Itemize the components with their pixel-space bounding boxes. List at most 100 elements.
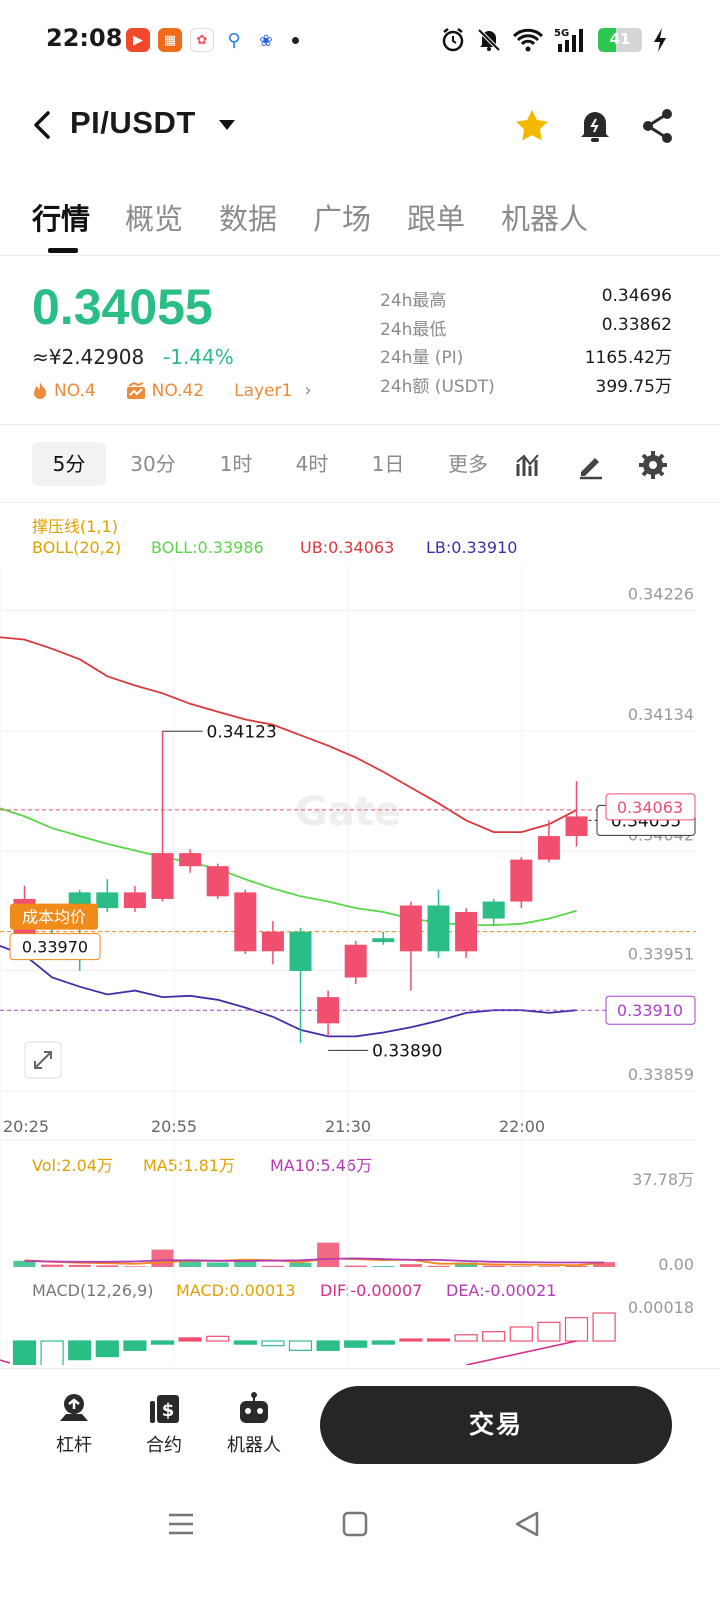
star-icon[interactable] <box>513 107 551 145</box>
volume-bar <box>510 1266 533 1267</box>
volume-bar <box>179 1261 202 1267</box>
volume-bar <box>289 1262 312 1267</box>
macd-histogram-bar <box>537 1321 561 1342</box>
gainer-rank-label: NO.42 <box>151 380 205 401</box>
settings-icon[interactable] <box>638 450 668 480</box>
macd-dif-line-start <box>0 1359 11 1364</box>
macd-histogram-bar <box>233 1340 257 1345</box>
trade-button[interactable]: 交易 <box>320 1386 672 1464</box>
stat-turnover: 24h额 (USDT) 399.75万 <box>380 372 672 401</box>
candlestick-svg[interactable]: 0.342260.341340.340420.339510.3385920:25… <box>0 505 720 1365</box>
draw-icon[interactable] <box>576 450 606 480</box>
dif-value: DIF:-0.00007 <box>320 1281 423 1300</box>
volume-bar <box>68 1264 91 1267</box>
bot-button[interactable]: 机器人 <box>214 1391 294 1457</box>
price-alert-bell-icon[interactable] <box>578 107 612 145</box>
stat-label: 24h最高 <box>380 291 447 311</box>
pair-title[interactable]: PI/USDT <box>70 105 196 140</box>
volume-bar <box>234 1259 257 1267</box>
leverage-icon <box>60 1394 88 1421</box>
timeframe-bar: 5分 30分 1时 4时 1日 更多 <box>0 440 720 490</box>
volume-bar <box>123 1266 146 1267</box>
stat-value: 399.75万 <box>595 376 672 397</box>
tab-square[interactable]: 广场 <box>313 202 372 236</box>
volume-bar <box>317 1242 340 1267</box>
gainer-rank-tag[interactable]: NO.42 <box>126 381 204 401</box>
active-tab-indicator <box>48 248 78 253</box>
price-cny: ≈¥2.42908 <box>32 345 145 369</box>
volume-bar <box>427 1265 450 1267</box>
indicator-icon[interactable] <box>514 450 544 480</box>
notification-icons: ▶ ▦ ✿ ⚲ ❀ <box>126 28 299 52</box>
candle-body <box>151 853 174 899</box>
candle-body <box>565 816 588 837</box>
candle-body <box>344 944 367 978</box>
volume-bar <box>372 1266 395 1267</box>
macd-histogram-bar <box>123 1340 147 1351</box>
candle-body <box>261 931 284 952</box>
stat-label: 24h量 (PI) <box>380 348 464 368</box>
volume-ma10: MA10:5.46万 <box>270 1156 373 1175</box>
candle-body <box>399 905 422 952</box>
tab-data[interactable]: 数据 <box>219 202 278 236</box>
candle-body <box>96 892 119 909</box>
timeframe-more[interactable]: 更多 <box>448 452 488 476</box>
timeframe-1h[interactable]: 1时 <box>219 452 253 476</box>
boll-mid-value: BOLL:0.33986 <box>151 538 264 557</box>
kline-chart-area[interactable]: 撑压线(1,1) BOLL(20,2) BOLL:0.33986 UB:0.34… <box>0 505 720 1365</box>
ub-price-tag <box>605 793 696 821</box>
stat-volume: 24h量 (PI) 1165.42万 <box>380 343 672 372</box>
volume-bar <box>151 1249 174 1267</box>
contract-button[interactable]: $ 合约 <box>124 1391 204 1457</box>
menu-icon[interactable] <box>167 1510 195 1538</box>
tab-overview[interactable]: 概览 <box>125 202 184 236</box>
candle-body <box>372 938 395 943</box>
ub-price-value: 0.34063 <box>617 798 683 817</box>
stat-label: 24h最低 <box>380 319 447 340</box>
timeframe-1d[interactable]: 1日 <box>371 452 405 476</box>
timeframe-5m[interactable]: 5分 <box>32 442 106 486</box>
mute-bell-icon <box>477 28 501 52</box>
macd-value: MACD:0.00013 <box>176 1281 296 1300</box>
boll-lower-line <box>0 944 577 1038</box>
dropdown-caret-icon[interactable] <box>218 119 236 131</box>
macd-histogram-bar <box>426 1338 451 1342</box>
tab-market[interactable]: 行情 <box>32 202 91 236</box>
tab-copy-trading[interactable]: 跟单 <box>407 202 466 236</box>
volume-top-tick: 37.78万 <box>632 1170 694 1189</box>
back-icon[interactable] <box>30 107 56 143</box>
candle-body <box>427 905 450 952</box>
timeframe-30m[interactable]: 30分 <box>130 452 176 476</box>
boll-upper-line <box>0 636 578 833</box>
macd-histogram-bar <box>399 1338 423 1342</box>
tab-bots[interactable]: 机器人 <box>501 202 589 236</box>
macd-histogram-bar <box>564 1317 589 1342</box>
hot-rank-tag[interactable]: NO.4 <box>32 381 96 401</box>
chevron-right-icon[interactable]: › <box>304 380 312 401</box>
timeframe-4h[interactable]: 4时 <box>295 452 329 476</box>
x-tick-label: 20:55 <box>151 1117 197 1136</box>
home-icon[interactable] <box>341 1510 369 1538</box>
avg-cost-label: 成本均价 <box>22 908 86 927</box>
stat-value: 1165.42万 <box>584 348 672 368</box>
macd-dif-line <box>465 1340 577 1365</box>
share-icon[interactable] <box>640 107 676 145</box>
support-line-indicator: 撑压线(1,1) <box>32 517 118 536</box>
divider <box>0 424 720 425</box>
category-tag[interactable]: Layer1 <box>234 381 292 401</box>
macd-histogram-bar <box>509 1326 533 1342</box>
candle-body <box>537 836 560 860</box>
svg-text:$: $ <box>162 1400 175 1421</box>
macd-histogram-bar <box>95 1340 119 1358</box>
volume-bar <box>261 1265 284 1267</box>
leverage-button[interactable]: 杠杆 <box>34 1391 114 1457</box>
price-change: -1.44% <box>163 345 234 369</box>
macd-histogram-bar <box>178 1337 202 1342</box>
volume-ma10-line <box>24 1257 605 1264</box>
x-tick-label: 20:25 <box>3 1117 49 1136</box>
video-app-icon: ▶ <box>126 28 150 52</box>
more-notifications-dot <box>292 36 299 44</box>
last-price: 0.34055 <box>32 279 213 335</box>
back-triangle-icon[interactable] <box>513 1510 541 1538</box>
wifi-icon <box>512 28 544 52</box>
